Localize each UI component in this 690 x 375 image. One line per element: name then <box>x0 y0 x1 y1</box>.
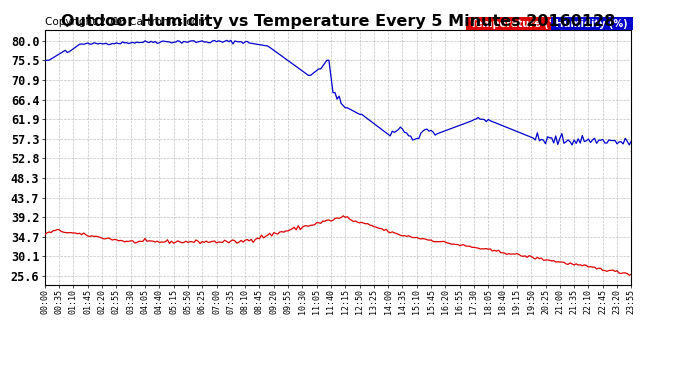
Title: Outdoor Humidity vs Temperature Every 5 Minutes 20160128: Outdoor Humidity vs Temperature Every 5 … <box>61 14 615 29</box>
Text: Temperature (°F): Temperature (°F) <box>467 19 568 29</box>
Text: Humidity (%): Humidity (%) <box>552 19 631 29</box>
Text: Copyright 2016 Cartronics.com: Copyright 2016 Cartronics.com <box>46 18 209 27</box>
